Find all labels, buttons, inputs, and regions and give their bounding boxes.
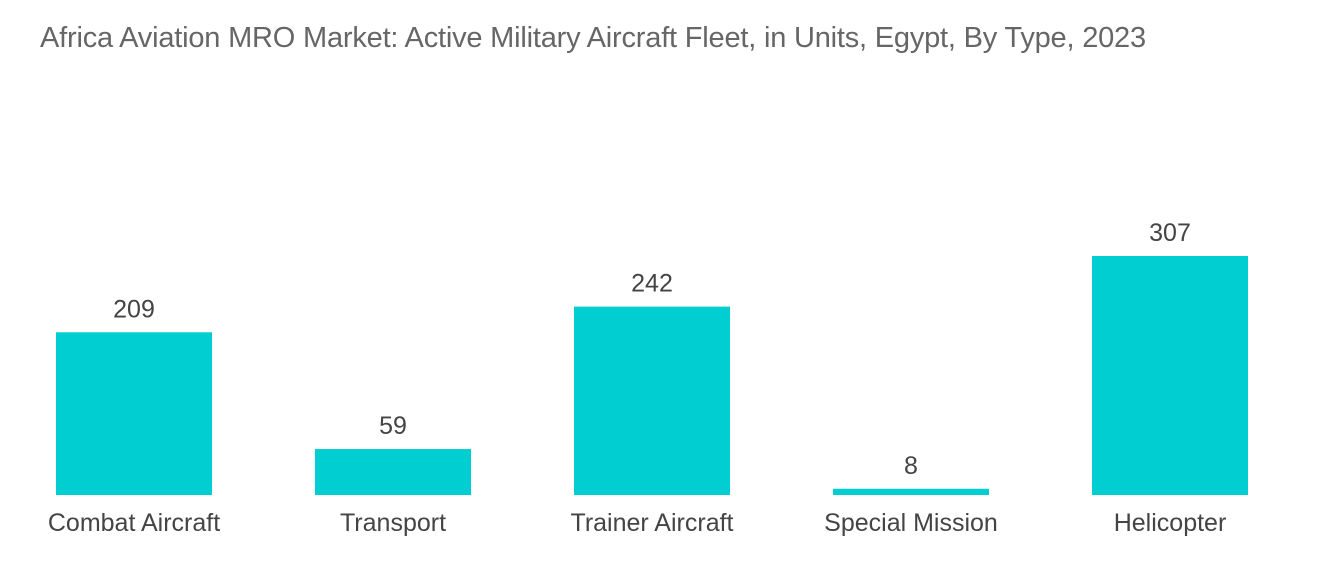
bar-trainer-aircraft	[574, 306, 730, 495]
value-label-special-mission: 8	[904, 452, 918, 480]
bar-transport	[315, 449, 471, 495]
value-label-transport: 59	[379, 412, 407, 440]
bar-helicopter	[1092, 256, 1248, 495]
category-label-helicopter: Helicopter	[1114, 509, 1227, 537]
chart-title: Africa Aviation MRO Market: Active Milit…	[40, 22, 1146, 54]
value-label-trainer-aircraft: 242	[631, 270, 673, 298]
category-label-combat-aircraft: Combat Aircraft	[48, 509, 220, 537]
value-labels-group: 209 59 242 8 307	[113, 219, 1191, 480]
bars-group	[56, 256, 1248, 495]
category-label-special-mission: Special Mission	[824, 509, 998, 537]
category-label-transport: Transport	[340, 509, 446, 537]
bar-special-mission	[833, 488, 989, 495]
bar-combat-aircraft	[56, 332, 212, 495]
category-labels-group: Combat Aircraft Transport Trainer Aircraft…	[48, 509, 1226, 537]
category-label-trainer-aircraft: Trainer Aircraft	[570, 509, 733, 537]
value-label-combat-aircraft: 209	[113, 295, 155, 323]
value-label-helicopter: 307	[1149, 219, 1191, 247]
